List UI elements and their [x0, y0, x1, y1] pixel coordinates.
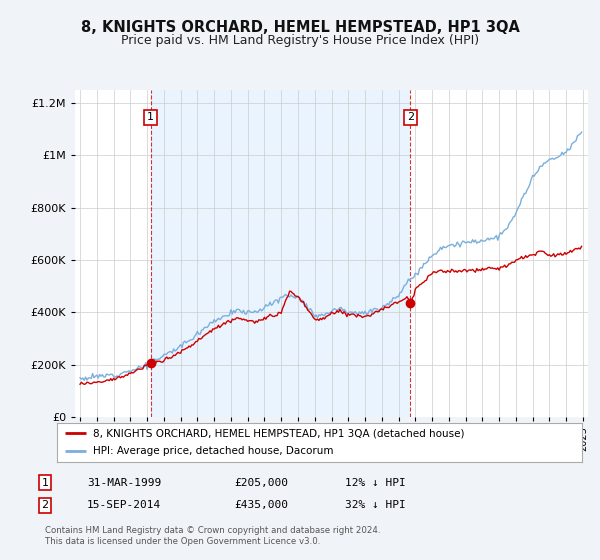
Text: Contains HM Land Registry data © Crown copyright and database right 2024.
This d: Contains HM Land Registry data © Crown c… — [45, 526, 380, 546]
Text: 32% ↓ HPI: 32% ↓ HPI — [345, 500, 406, 510]
Text: 12% ↓ HPI: 12% ↓ HPI — [345, 478, 406, 488]
Bar — [151, 90, 410, 417]
Text: 1: 1 — [41, 478, 49, 488]
Text: £205,000: £205,000 — [234, 478, 288, 488]
Text: £435,000: £435,000 — [234, 500, 288, 510]
Text: 2: 2 — [41, 500, 49, 510]
Text: 1: 1 — [147, 113, 154, 123]
Text: 31-MAR-1999: 31-MAR-1999 — [87, 478, 161, 488]
Text: 2: 2 — [407, 113, 414, 123]
Text: 15-SEP-2014: 15-SEP-2014 — [87, 500, 161, 510]
Text: 8, KNIGHTS ORCHARD, HEMEL HEMPSTEAD, HP1 3QA: 8, KNIGHTS ORCHARD, HEMEL HEMPSTEAD, HP1… — [80, 20, 520, 35]
Text: 8, KNIGHTS ORCHARD, HEMEL HEMPSTEAD, HP1 3QA (detached house): 8, KNIGHTS ORCHARD, HEMEL HEMPSTEAD, HP1… — [93, 428, 464, 438]
Text: HPI: Average price, detached house, Dacorum: HPI: Average price, detached house, Daco… — [93, 446, 333, 456]
Text: Price paid vs. HM Land Registry's House Price Index (HPI): Price paid vs. HM Land Registry's House … — [121, 34, 479, 46]
